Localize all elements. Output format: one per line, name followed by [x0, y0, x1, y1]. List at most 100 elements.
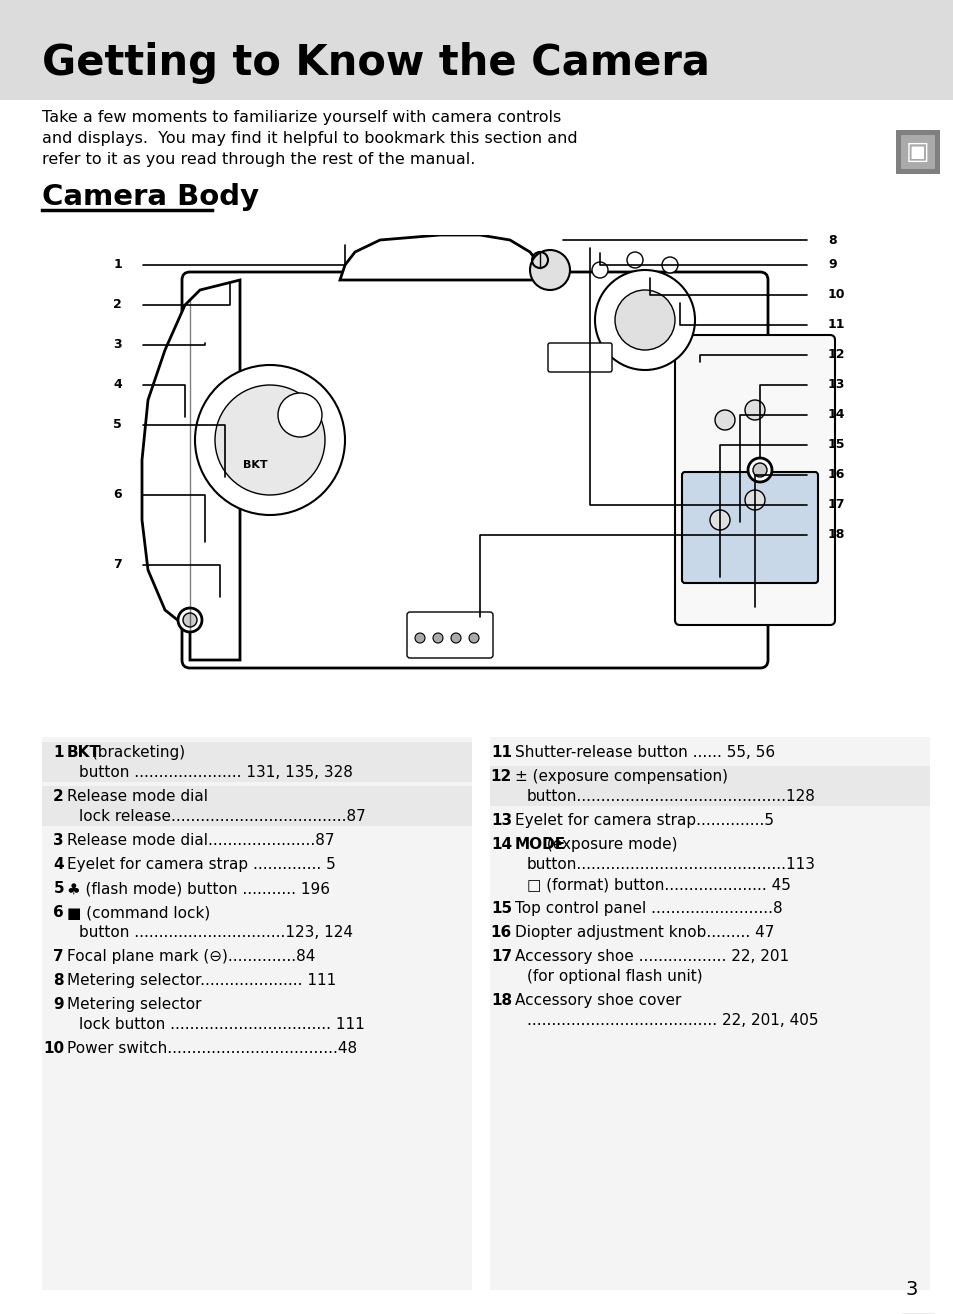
Text: button ...................... 131, 135, 328: button ...................... 131, 135, …: [79, 765, 353, 781]
Circle shape: [744, 490, 764, 510]
Text: 4: 4: [53, 857, 64, 872]
Text: Accessory shoe cover: Accessory shoe cover: [515, 993, 680, 1008]
Text: 3: 3: [53, 833, 64, 848]
Circle shape: [626, 252, 642, 268]
Text: Release mode dial......................87: Release mode dial......................8…: [67, 833, 335, 848]
Text: Metering selector: Metering selector: [67, 997, 201, 1012]
Text: 6: 6: [113, 489, 122, 502]
Circle shape: [214, 385, 325, 495]
Bar: [42, 742, 472, 782]
Circle shape: [661, 258, 678, 273]
Text: button ...............................123, 124: button ...............................12…: [79, 925, 353, 940]
Circle shape: [744, 399, 764, 420]
Text: 14: 14: [491, 837, 512, 851]
Text: 2: 2: [53, 788, 64, 804]
Text: 15: 15: [491, 901, 512, 916]
Text: 12: 12: [490, 769, 512, 784]
Circle shape: [747, 459, 771, 482]
Text: button...........................................113: button..................................…: [526, 857, 815, 872]
Text: □ (format) button..................... 45: □ (format) button..................... 4…: [526, 876, 790, 892]
Text: BKT: BKT: [67, 745, 101, 759]
Text: ....................................... 22, 201, 405: ....................................... …: [526, 1013, 818, 1028]
FancyBboxPatch shape: [900, 135, 934, 170]
Text: (for optional flash unit): (for optional flash unit): [526, 968, 702, 984]
Polygon shape: [142, 280, 240, 660]
Text: ■ (command lock): ■ (command lock): [67, 905, 210, 920]
Text: MODE: MODE: [515, 837, 565, 851]
Text: 11: 11: [491, 745, 512, 759]
Circle shape: [592, 261, 607, 279]
Text: 1: 1: [113, 259, 122, 272]
Text: 10: 10: [43, 1041, 64, 1056]
Text: button...........................................128: button..................................…: [526, 788, 815, 804]
Text: Metering selector..................... 111: Metering selector..................... 1…: [67, 972, 335, 988]
Text: 16: 16: [490, 925, 512, 940]
Text: and displays.  You may find it helpful to bookmark this section and: and displays. You may find it helpful to…: [42, 131, 577, 146]
Text: ▣: ▣: [905, 141, 929, 164]
FancyBboxPatch shape: [182, 272, 767, 668]
Polygon shape: [339, 235, 539, 280]
Bar: [490, 737, 929, 1290]
Text: Focal plane mark (⊖)..............84: Focal plane mark (⊖)..............84: [67, 949, 315, 964]
Text: 14: 14: [827, 409, 844, 422]
Text: (bracketing): (bracketing): [88, 745, 186, 759]
Text: Accessory shoe .................. 22, 201: Accessory shoe .................. 22, 20…: [515, 949, 788, 964]
Text: 8: 8: [827, 234, 836, 247]
Text: BKT: BKT: [242, 460, 267, 470]
Text: 11: 11: [827, 318, 844, 331]
Text: 3: 3: [904, 1280, 917, 1300]
Circle shape: [194, 365, 345, 515]
Circle shape: [714, 410, 734, 430]
Text: ♣ (flash mode) button ........... 196: ♣ (flash mode) button ........... 196: [67, 880, 330, 896]
Text: 17: 17: [827, 498, 844, 511]
Circle shape: [277, 393, 322, 438]
Circle shape: [183, 614, 196, 627]
Text: 12: 12: [827, 348, 844, 361]
Bar: [42, 737, 472, 1290]
Text: Getting to Know the Camera: Getting to Know the Camera: [42, 42, 709, 84]
Text: lock button ................................. 111: lock button ............................…: [79, 1017, 364, 1031]
Text: Shutter-release button ...... 55, 56: Shutter-release button ...... 55, 56: [515, 745, 774, 759]
Text: 4: 4: [113, 378, 122, 392]
Text: 10: 10: [827, 289, 844, 301]
Text: Eyelet for camera strap..............5: Eyelet for camera strap..............5: [515, 813, 773, 828]
Circle shape: [178, 608, 202, 632]
Text: lock release....................................87: lock release............................…: [79, 809, 365, 824]
Circle shape: [433, 633, 442, 643]
Text: 13: 13: [491, 813, 512, 828]
FancyBboxPatch shape: [547, 343, 612, 372]
Text: 18: 18: [827, 528, 844, 541]
Text: refer to it as you read through the rest of the manual.: refer to it as you read through the rest…: [42, 152, 475, 167]
FancyBboxPatch shape: [681, 472, 817, 583]
Text: 16: 16: [827, 469, 844, 481]
Text: 5: 5: [113, 418, 122, 431]
Text: 2: 2: [113, 298, 122, 311]
Text: Top control panel .........................8: Top control panel ......................…: [515, 901, 781, 916]
Circle shape: [595, 269, 695, 371]
Circle shape: [752, 463, 766, 477]
Bar: [895, 130, 939, 173]
Text: 13: 13: [827, 378, 844, 392]
Text: Take a few moments to familiarize yourself with camera controls: Take a few moments to familiarize yourse…: [42, 110, 560, 125]
Text: (exposure mode): (exposure mode): [541, 837, 677, 851]
Bar: [0, 0, 953, 100]
FancyBboxPatch shape: [675, 335, 834, 625]
Text: Diopter adjustment knob......... 47: Diopter adjustment knob......... 47: [515, 925, 774, 940]
Circle shape: [469, 633, 478, 643]
Text: 9: 9: [827, 259, 836, 272]
Bar: [42, 786, 472, 827]
FancyBboxPatch shape: [407, 612, 493, 658]
Text: Camera Body: Camera Body: [42, 183, 259, 212]
Text: 3: 3: [113, 339, 122, 352]
Text: 17: 17: [491, 949, 512, 964]
Text: Power switch...................................48: Power switch............................…: [67, 1041, 356, 1056]
Text: 7: 7: [113, 558, 122, 572]
Text: Eyelet for camera strap .............. 5: Eyelet for camera strap .............. 5: [67, 857, 335, 872]
Text: 15: 15: [827, 439, 844, 452]
Circle shape: [615, 290, 675, 350]
Text: 5: 5: [53, 880, 64, 896]
Text: ± (exposure compensation): ± (exposure compensation): [515, 769, 727, 784]
Circle shape: [451, 633, 460, 643]
Text: 6: 6: [53, 905, 64, 920]
Bar: [490, 766, 929, 805]
